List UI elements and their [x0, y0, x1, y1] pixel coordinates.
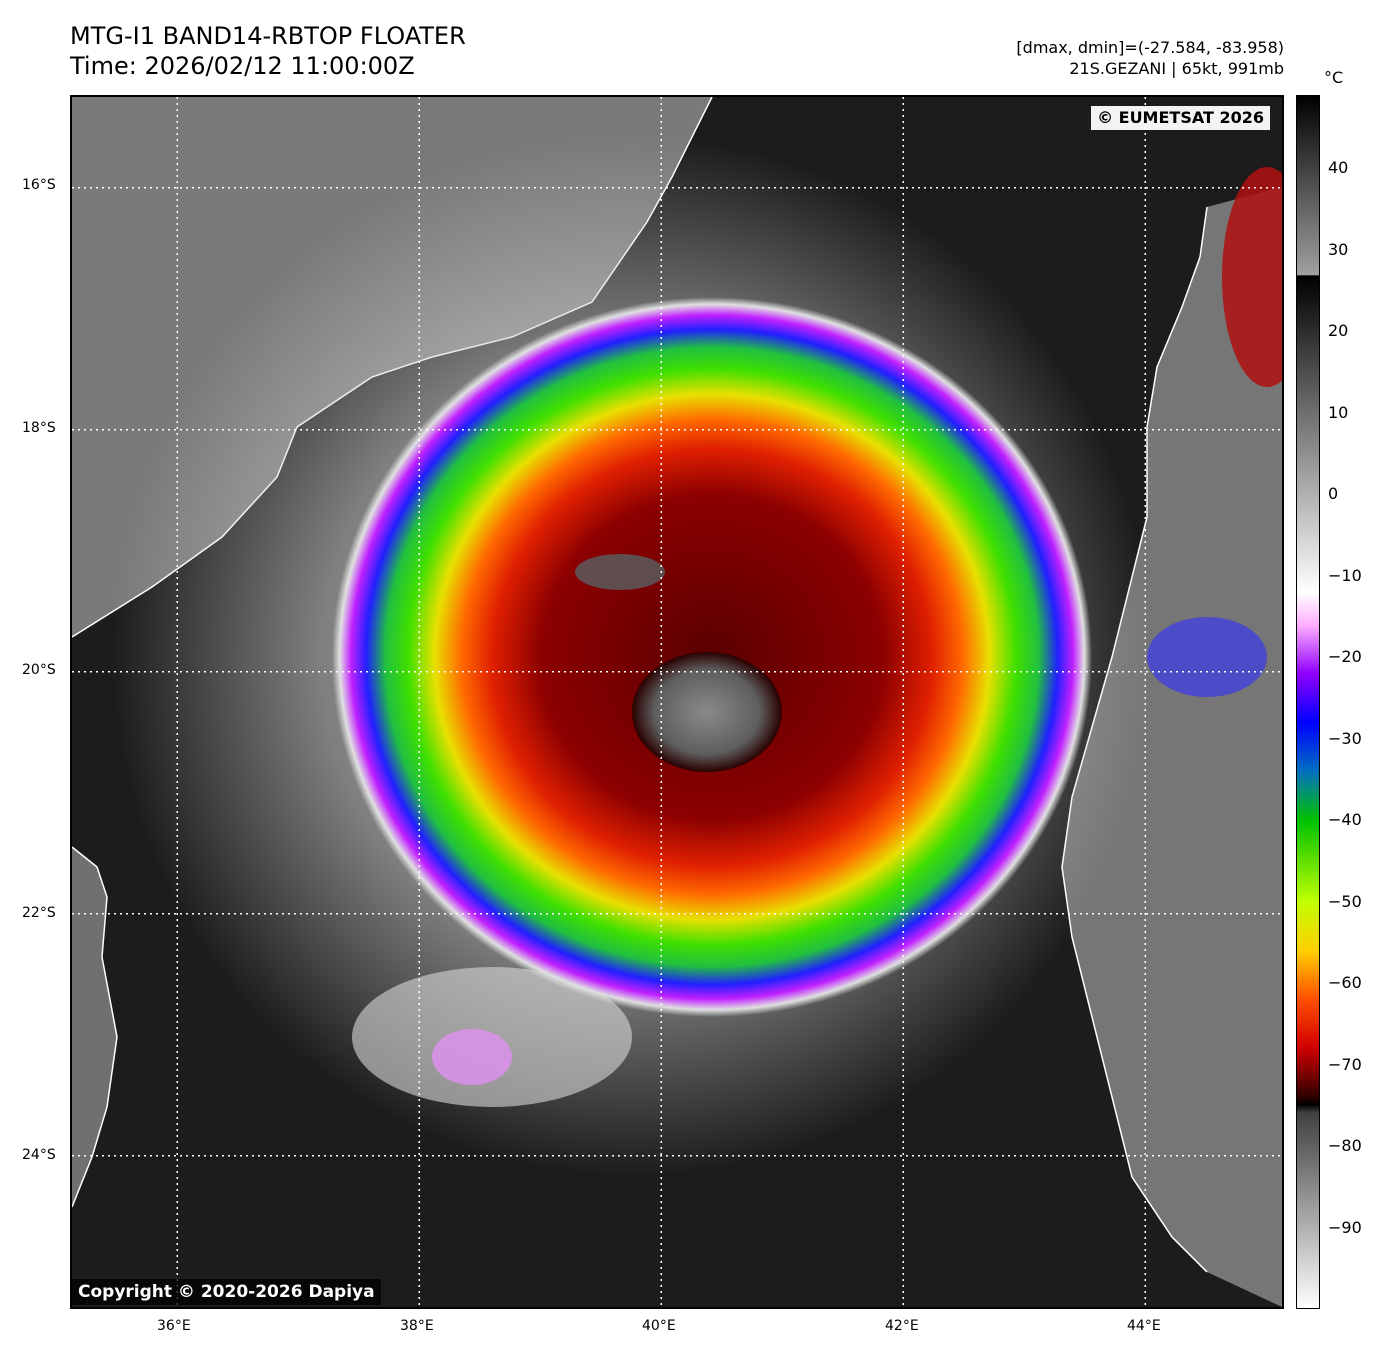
colorbar-tick-label: −70: [1328, 1054, 1362, 1074]
eumetsat-watermark: © EUMETSAT 2026: [1091, 106, 1270, 130]
colorbar-tick-label: −80: [1328, 1136, 1362, 1156]
convection-east: [1147, 617, 1267, 697]
lat-label-16s: 16°S: [22, 177, 56, 193]
lat-label-18s: 18°S: [22, 420, 56, 436]
lon-label-36e: 36°E: [157, 1318, 191, 1334]
colorbar-tick-label: 40: [1328, 158, 1349, 178]
colorbar-tick-label: −10: [1328, 565, 1362, 585]
lat-label-22s: 22°S: [22, 905, 56, 921]
graticule: [72, 97, 1282, 1307]
colorbar-tick-label: −60: [1328, 973, 1362, 993]
colorbar-tick-label: 0: [1328, 484, 1339, 504]
madagascar-land: [1062, 187, 1282, 1307]
colorbar-tick-label: −40: [1328, 810, 1362, 830]
cold-cloud-south: [432, 1029, 512, 1085]
colorbar-tick-label: −50: [1328, 891, 1362, 911]
dry-slot: [575, 554, 665, 590]
timestamp: Time: 2026/02/12 11:00:00Z: [70, 52, 415, 80]
satellite-image: [72, 97, 1282, 1307]
colorbar-tick-label: 20: [1328, 321, 1349, 341]
colorbar: [1296, 95, 1320, 1309]
satellite-map[interactable]: © EUMETSAT 2026 Copyright © 2020-2026 Da…: [70, 95, 1284, 1309]
colorbar-tick-label: −30: [1328, 728, 1362, 748]
lat-label-24s: 24°S: [22, 1147, 56, 1163]
colorbar-tick-label: 30: [1328, 239, 1349, 259]
map-title: MTG-I1 BAND14-RBTOP FLOATER: [70, 22, 466, 50]
coastline-southwest: [72, 846, 118, 1208]
lon-label-42e: 42°E: [885, 1318, 919, 1334]
lon-label-38e: 38°E: [400, 1318, 434, 1334]
dmax-dmin-readout: [dmax, dmin]=(-27.584, -83.958): [1016, 38, 1284, 57]
lon-label-44e: 44°E: [1127, 1318, 1161, 1334]
colorbar-tick-label: −90: [1328, 1217, 1362, 1237]
dapiya-watermark: Copyright © 2020-2026 Dapiya: [72, 1279, 381, 1305]
cold-cloud-northeast: [1222, 167, 1282, 387]
colorbar-tick-label: 10: [1328, 402, 1349, 422]
cyclone-eye: [632, 652, 782, 772]
mainland-southwest: [72, 847, 117, 1207]
colorbar-unit: °C: [1324, 68, 1344, 87]
colorbar-tick-label: −20: [1328, 647, 1362, 667]
lat-label-20s: 20°S: [22, 662, 56, 678]
storm-info: 21S.GEZANI | 65kt, 991mb: [1069, 59, 1284, 78]
lon-label-40e: 40°E: [642, 1318, 676, 1334]
